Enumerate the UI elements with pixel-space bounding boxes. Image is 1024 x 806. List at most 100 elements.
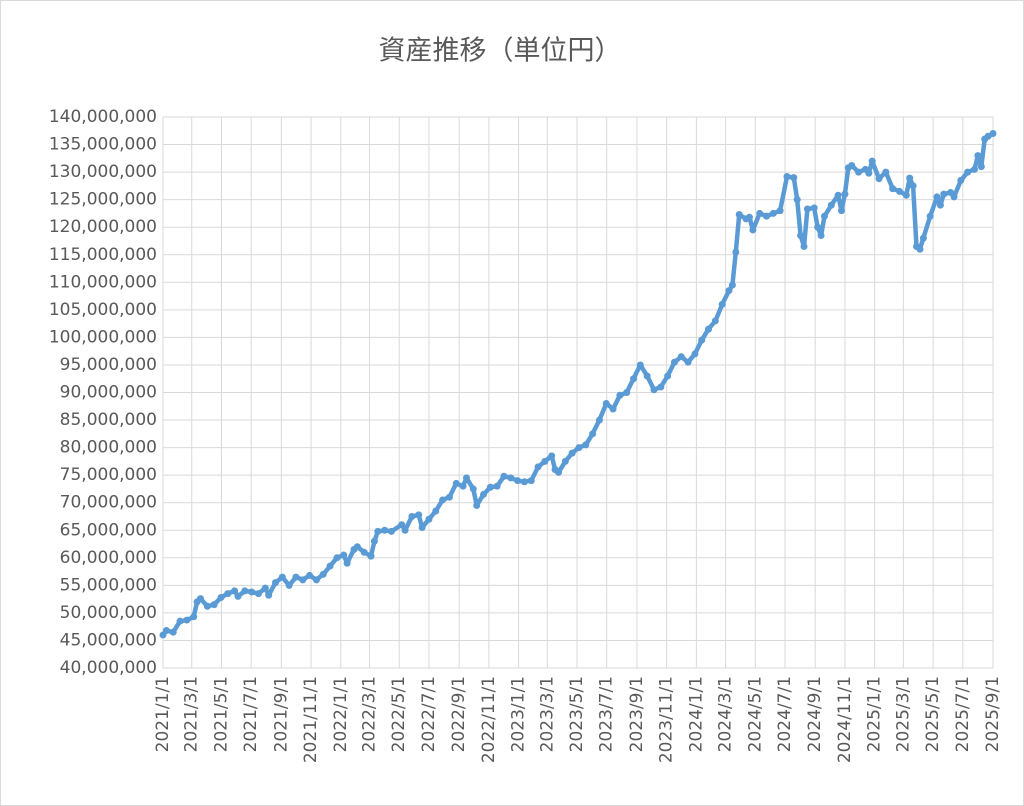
data-point — [241, 587, 249, 595]
data-point — [231, 587, 239, 595]
data-point — [248, 588, 256, 596]
data-point — [957, 176, 965, 184]
data-point — [425, 515, 433, 523]
data-point — [299, 576, 307, 584]
data-point — [306, 571, 314, 579]
chart-title: 資産推移（単位円） — [379, 36, 622, 67]
data-point — [415, 511, 423, 519]
data-point — [340, 551, 348, 559]
data-point — [292, 573, 300, 581]
data-point — [432, 507, 440, 515]
data-point — [568, 449, 576, 457]
data-point — [217, 593, 225, 601]
data-point — [711, 317, 719, 325]
data-point — [677, 353, 685, 361]
x-tick-label: 2021/1/1 — [153, 676, 173, 752]
data-point — [602, 400, 610, 408]
data-point — [326, 562, 334, 570]
y-tick-label: 45,000,000 — [60, 630, 157, 650]
data-point — [769, 209, 777, 217]
data-point — [906, 174, 914, 182]
data-point — [630, 375, 638, 383]
x-tick-label: 2021/11/1 — [301, 676, 321, 763]
y-tick-label: 125,000,000 — [49, 190, 157, 210]
data-point — [895, 187, 903, 195]
data-point — [548, 452, 556, 460]
x-tick-label: 2023/7/1 — [597, 676, 617, 752]
data-point — [162, 627, 170, 635]
data-point — [684, 358, 692, 366]
data-point — [333, 554, 341, 562]
data-point — [749, 226, 757, 234]
data-point — [541, 457, 549, 465]
data-point — [589, 430, 597, 438]
data-point — [190, 613, 198, 621]
x-tick-label: 2025/9/1 — [983, 676, 1003, 752]
data-point — [817, 231, 825, 239]
data-point — [343, 559, 351, 567]
data-point — [254, 590, 262, 598]
data-point — [882, 168, 890, 176]
x-tick-label: 2022/11/1 — [479, 676, 499, 763]
data-point — [575, 444, 583, 452]
data-point — [203, 602, 211, 610]
data-point — [936, 201, 944, 209]
data-point — [848, 161, 856, 169]
data-point — [691, 350, 699, 358]
data-point — [561, 457, 569, 465]
y-tick-label: 120,000,000 — [49, 217, 157, 237]
data-point — [718, 300, 726, 308]
data-point — [698, 336, 706, 344]
data-point — [725, 287, 733, 295]
data-point — [176, 617, 184, 625]
data-point — [459, 482, 467, 490]
data-point — [353, 543, 361, 551]
data-point — [783, 173, 791, 181]
data-point — [970, 165, 978, 173]
x-tick-label: 2021/7/1 — [241, 676, 261, 752]
data-point — [480, 490, 488, 498]
x-tick-label: 2022/5/1 — [389, 676, 409, 752]
y-tick-label: 105,000,000 — [49, 300, 157, 320]
x-tick-label: 2022/1/1 — [331, 676, 351, 752]
data-point — [650, 386, 658, 394]
data-point — [803, 205, 811, 213]
y-tick-label: 70,000,000 — [60, 493, 157, 513]
x-tick-label: 2024/1/1 — [686, 676, 706, 752]
y-tick-label: 115,000,000 — [49, 245, 157, 265]
y-tick-label: 85,000,000 — [60, 410, 157, 430]
data-point — [609, 405, 617, 413]
data-point — [439, 496, 447, 504]
data-point — [636, 361, 644, 369]
data-point — [989, 130, 997, 138]
y-tick-label: 110,000,000 — [49, 272, 157, 292]
data-point — [841, 190, 849, 198]
data-point — [595, 416, 603, 424]
data-point — [735, 211, 743, 219]
data-point — [401, 526, 409, 534]
data-point — [790, 174, 798, 182]
data-point — [452, 479, 460, 487]
data-point — [797, 231, 805, 239]
data-point — [875, 175, 883, 183]
data-point — [285, 581, 293, 589]
data-point — [493, 482, 501, 490]
data-point — [169, 628, 177, 636]
data-point — [868, 157, 876, 165]
data-point — [763, 212, 771, 220]
data-point — [776, 207, 784, 215]
data-point — [643, 372, 651, 380]
data-point — [408, 512, 416, 520]
data-point — [926, 212, 934, 220]
data-point — [855, 168, 863, 176]
data-point — [732, 248, 740, 256]
x-tick-label: 2021/5/1 — [211, 676, 231, 752]
x-tick-label: 2024/9/1 — [805, 676, 825, 752]
data-point — [418, 523, 426, 531]
data-point — [664, 372, 672, 380]
data-point — [197, 595, 205, 603]
data-point — [500, 472, 508, 480]
x-tick-label: 2025/5/1 — [923, 676, 943, 752]
y-tick-label: 40,000,000 — [60, 658, 157, 678]
